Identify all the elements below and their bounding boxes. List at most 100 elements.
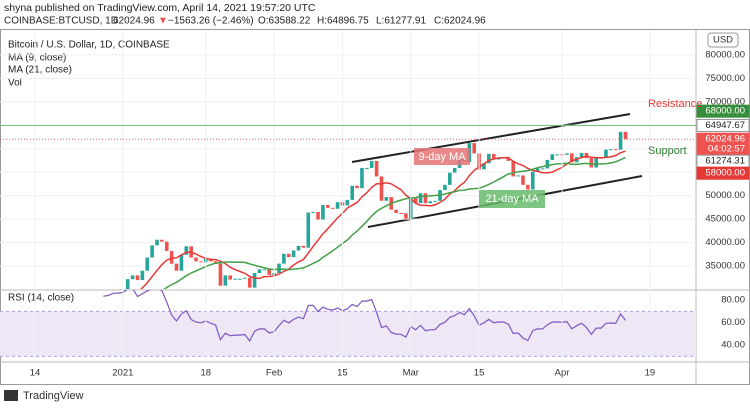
y-tick-label: 80000.00 (705, 49, 745, 60)
candle (130, 275, 135, 280)
candle (252, 273, 257, 288)
candle (555, 154, 559, 156)
candle (233, 278, 237, 280)
candle (584, 152, 589, 159)
candle (335, 202, 340, 209)
candle (174, 263, 179, 271)
candle (360, 167, 364, 189)
candle (199, 261, 203, 263)
candle (164, 241, 169, 251)
candle (316, 212, 320, 220)
y-tick-label: 45000.00 (705, 214, 745, 225)
candle (257, 269, 262, 274)
candle (306, 212, 311, 248)
logo (4, 390, 18, 401)
candle (169, 250, 174, 264)
y-tick-label: 75000.00 (705, 73, 745, 84)
candle (321, 205, 325, 220)
indicator-label: Vol (8, 78, 22, 89)
candle (540, 168, 545, 170)
price-label: 61274.31 (705, 156, 745, 167)
candle (594, 157, 598, 168)
ma9-box (414, 148, 470, 165)
candle (399, 212, 403, 214)
candle (135, 275, 140, 281)
x-tick-label: 15 (337, 368, 348, 379)
candle (589, 158, 594, 168)
candle (155, 239, 159, 246)
y-tick-label: 40000.00 (705, 237, 745, 248)
rsi-pane (0, 290, 696, 357)
ohlc-close: C:62024.96 (434, 16, 486, 27)
candle (145, 257, 150, 271)
candle (609, 149, 613, 151)
candle (491, 153, 496, 160)
candle (394, 209, 398, 213)
candle (530, 171, 535, 190)
candle (365, 167, 369, 169)
support-label: Support (648, 145, 687, 157)
rsi-label: RSI (14, close) (8, 293, 74, 304)
ohlc-high: H:64896.75 (317, 16, 369, 27)
channel-upper (351, 113, 631, 163)
ma9-label: 9-day MA (418, 151, 466, 163)
x-tick-label: 2021 (112, 368, 133, 379)
candle (506, 157, 511, 161)
candle (374, 160, 379, 177)
candle (247, 277, 252, 288)
ohlc-low: L:61277.91 (376, 16, 426, 27)
candle (516, 175, 520, 177)
y-tick-label: 35000.00 (705, 261, 745, 272)
candle (262, 269, 267, 271)
x-tick-label: Apr (555, 368, 570, 379)
candle (125, 279, 130, 289)
candle (345, 199, 350, 206)
candle (184, 246, 189, 255)
indicator-label: MA (21, close) (8, 65, 72, 76)
candle (291, 250, 296, 258)
footer: TradingView (23, 390, 84, 402)
candle (423, 193, 428, 204)
candle (238, 278, 242, 280)
ma21-box (479, 190, 545, 208)
indicator-label: MA (9, close) (8, 53, 66, 64)
candle (570, 153, 574, 163)
moving-average (163, 156, 626, 289)
candle (369, 160, 374, 168)
chart-title: Bitcoin / U.S. Dollar, 1D, COINBASE (8, 40, 170, 51)
candle (286, 253, 291, 258)
symbol: COINBASE:BTCUSD, 1D (4, 16, 118, 27)
candle (521, 175, 525, 185)
candle (243, 277, 247, 279)
candle (350, 185, 354, 200)
candle (218, 263, 223, 286)
candle (379, 176, 384, 201)
y-tick-label: 50000.00 (705, 190, 745, 201)
price-pane (0, 54, 696, 289)
rsi-tick-label: 80.00 (721, 295, 745, 306)
candle (179, 254, 184, 271)
candle (277, 263, 281, 274)
candle (550, 154, 555, 160)
candle (330, 207, 335, 209)
price-label: 62024.96 (705, 134, 745, 145)
candle (428, 201, 433, 204)
candle (526, 184, 530, 190)
candle (194, 257, 198, 262)
candle (326, 205, 330, 208)
x-tick-label: 14 (30, 368, 41, 379)
countdown: 04:02:57 (708, 144, 745, 155)
candle (482, 163, 486, 170)
candle (511, 160, 516, 177)
x-tick-label: Feb (266, 368, 282, 379)
candle (604, 149, 608, 158)
moving-average (139, 150, 626, 289)
candle (535, 168, 540, 172)
candle (140, 270, 145, 281)
currency: USD (713, 35, 733, 46)
candle (355, 185, 359, 189)
rsi-tick-label: 60.00 (721, 317, 745, 328)
candle (452, 167, 457, 173)
price-label-box (696, 166, 750, 180)
